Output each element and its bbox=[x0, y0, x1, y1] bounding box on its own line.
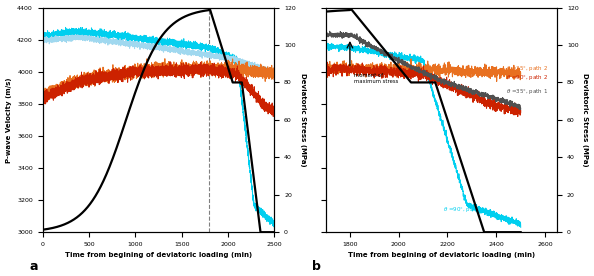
X-axis label: Time from begining of deviatoric loading (min): Time from begining of deviatoric loading… bbox=[65, 253, 252, 258]
Text: moment of
maximum stress: moment of maximum stress bbox=[353, 73, 398, 84]
Y-axis label: Deviatoric Stress (MPa): Deviatoric Stress (MPa) bbox=[583, 73, 589, 167]
Text: a: a bbox=[30, 260, 38, 273]
Text: b: b bbox=[312, 260, 321, 273]
Text: $\theta$ =90°, path 2: $\theta$ =90°, path 2 bbox=[506, 73, 548, 82]
Text: $\theta$ =90°, path 1: $\theta$ =90°, path 1 bbox=[443, 205, 485, 214]
Y-axis label: P-wave Velocity (m/s): P-wave Velocity (m/s) bbox=[5, 77, 11, 163]
Y-axis label: Deviatoric Stress (MPa): Deviatoric Stress (MPa) bbox=[299, 73, 305, 167]
Text: $\theta$ =35°, path 2: $\theta$ =35°, path 2 bbox=[506, 64, 548, 73]
X-axis label: Time from begining of deviatoric loading (min): Time from begining of deviatoric loading… bbox=[348, 253, 535, 258]
Text: $\theta$ =35°, path 1: $\theta$ =35°, path 1 bbox=[506, 87, 548, 95]
